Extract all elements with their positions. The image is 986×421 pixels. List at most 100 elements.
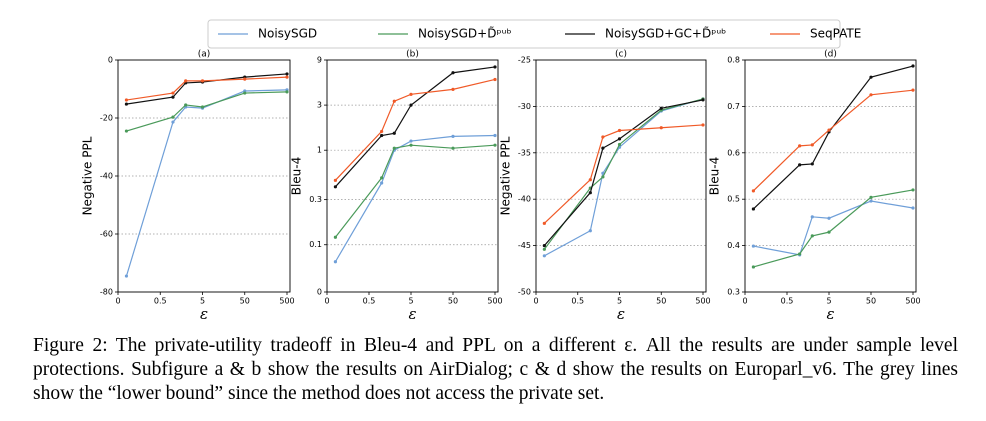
x-tick-label: 500	[905, 297, 920, 306]
data-point	[911, 206, 915, 210]
series-line	[334, 78, 496, 181]
data-point	[542, 244, 546, 248]
series-line	[126, 73, 288, 105]
data-point	[392, 99, 396, 103]
data-point	[285, 72, 289, 76]
data-point	[588, 178, 592, 182]
data-point	[333, 235, 337, 239]
series-line	[126, 91, 288, 132]
y-tick-label: -30	[518, 102, 531, 111]
x-tick-label: 50	[448, 297, 458, 306]
x-axis-label: ε	[200, 305, 208, 323]
data-point	[601, 175, 605, 179]
x-tick-label: 50	[866, 297, 876, 306]
figure: NoisySGD NoisySGD+D̃ᵖᵘᵇ NoisySGD+GC+D̃ᵖᵘᵇ S…	[81, 19, 921, 323]
data-point	[617, 142, 622, 147]
data-point	[869, 195, 873, 199]
x-tick-label: 5	[408, 297, 413, 306]
data-point	[751, 189, 756, 193]
data-point	[810, 215, 814, 219]
y-tick-label: -45	[518, 241, 531, 250]
series-line	[753, 200, 914, 256]
data-point	[751, 207, 756, 211]
data-point	[409, 139, 413, 143]
x-tick-label: 5	[200, 297, 205, 306]
data-point	[124, 129, 129, 133]
data-point	[392, 146, 396, 150]
data-point	[869, 93, 873, 97]
data-point	[124, 102, 129, 106]
x-tick-label: 500	[487, 297, 502, 306]
y-tick-label: -50	[518, 288, 531, 297]
data-point	[333, 178, 337, 182]
x-tick-label: 0	[324, 297, 329, 306]
x-tick-label: 0	[115, 297, 120, 306]
data-point	[588, 229, 592, 233]
data-point	[171, 91, 175, 95]
y-tick-label: 0.3	[727, 288, 740, 297]
x-tick-label: 0	[533, 297, 538, 306]
data-point	[798, 144, 802, 148]
data-point	[493, 143, 497, 147]
data-point	[827, 216, 831, 220]
data-point	[409, 103, 413, 107]
plot-frame	[535, 59, 707, 293]
data-point	[493, 133, 497, 138]
data-point	[380, 133, 384, 138]
data-point	[200, 79, 205, 83]
data-point	[380, 181, 384, 185]
series-line	[125, 89, 288, 277]
data-point	[701, 123, 705, 127]
plot-frame	[744, 59, 917, 293]
y-tick-label: -25	[518, 56, 531, 65]
data-point	[124, 98, 129, 102]
data-point	[392, 131, 396, 135]
series-line	[752, 89, 914, 192]
y-axis-label: Negative PPL	[81, 136, 95, 215]
x-tick-label: 0.5	[363, 297, 376, 306]
series-line	[334, 144, 496, 238]
data-point	[869, 75, 873, 79]
data-point	[243, 91, 247, 95]
data-point	[171, 120, 175, 124]
data-point	[911, 188, 915, 192]
series-line	[334, 66, 496, 188]
y-tick-label: 0	[317, 288, 322, 297]
data-point	[588, 191, 592, 195]
y-tick-label: 9	[317, 56, 322, 65]
y-tick-label: 3	[317, 101, 322, 110]
data-point	[243, 77, 247, 81]
y-tick-label: 0.3	[309, 195, 322, 204]
data-point	[751, 244, 756, 248]
data-point	[333, 260, 337, 264]
data-point	[451, 146, 455, 150]
y-tick-label: 0.8	[727, 56, 740, 65]
data-point	[911, 88, 915, 92]
x-tick-label: 0.5	[571, 297, 584, 306]
data-point	[200, 105, 205, 109]
x-tick-label: 50	[656, 297, 666, 306]
data-point	[493, 77, 497, 82]
data-point	[124, 274, 129, 278]
subplot-title: (c)	[615, 50, 627, 60]
y-tick-label: -40	[100, 172, 113, 181]
series-line	[543, 98, 704, 250]
y-axis-label: Bleu-4	[290, 157, 304, 196]
caption: Figure 2: The private-utility tradeoff i…	[33, 335, 958, 404]
data-point	[380, 176, 384, 180]
data-point	[810, 234, 814, 238]
data-point	[827, 230, 831, 234]
data-point	[333, 185, 337, 189]
data-point	[869, 199, 873, 203]
series-line	[334, 134, 496, 263]
data-point	[542, 247, 546, 251]
data-point	[617, 128, 622, 133]
data-point	[798, 252, 802, 256]
x-tick-label: 500	[279, 297, 294, 306]
data-point	[911, 64, 915, 68]
legend-label: NoisySGD+D̃ᵖᵘᵇ	[418, 26, 512, 40]
data-point	[601, 135, 605, 139]
y-tick-label: -40	[518, 195, 531, 204]
plot-frame	[117, 59, 291, 293]
plot-frame	[326, 59, 499, 293]
